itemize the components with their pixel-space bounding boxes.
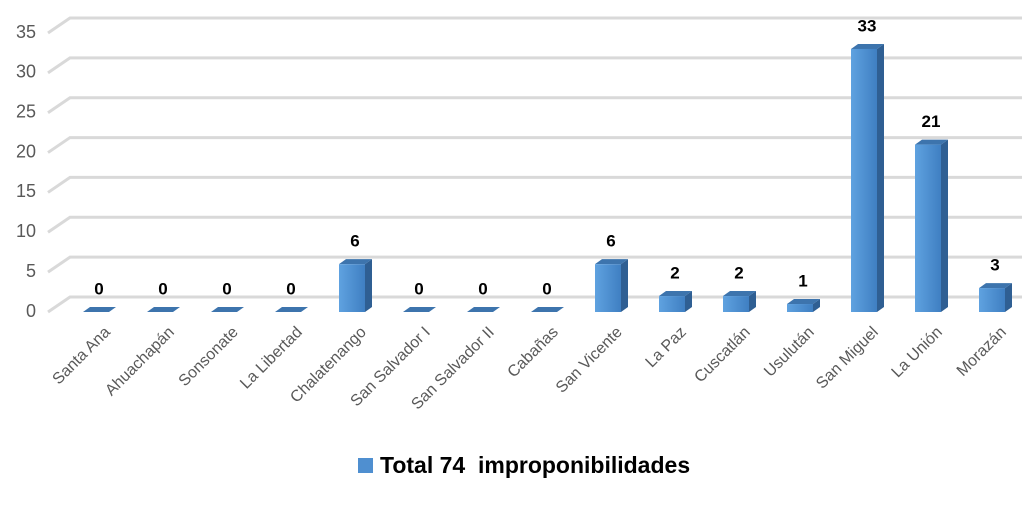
bar-front bbox=[595, 264, 621, 312]
bar-side bbox=[1005, 283, 1012, 312]
y-tick-label: 15 bbox=[16, 181, 36, 201]
bar bbox=[787, 299, 820, 312]
bar bbox=[147, 307, 180, 312]
bar-side bbox=[749, 291, 756, 312]
data-label: 0 bbox=[94, 279, 103, 298]
data-label: 6 bbox=[350, 232, 359, 251]
legend-swatch bbox=[358, 458, 373, 473]
bar-top bbox=[915, 139, 948, 145]
data-label: 0 bbox=[158, 279, 167, 298]
grid-line bbox=[47, 136, 1022, 154]
data-label: 0 bbox=[222, 279, 231, 298]
bar bbox=[339, 259, 372, 312]
grid-line bbox=[47, 56, 1022, 75]
bar bbox=[211, 307, 244, 312]
data-label: 21 bbox=[922, 112, 941, 131]
bar-side bbox=[813, 299, 820, 312]
bar-top bbox=[339, 259, 372, 265]
grid-line bbox=[47, 215, 1022, 234]
x-tick-label: San Vicente bbox=[553, 324, 626, 397]
data-label: 6 bbox=[606, 232, 615, 251]
data-label: 0 bbox=[542, 279, 551, 298]
bar-side bbox=[685, 291, 692, 312]
bar-top bbox=[467, 307, 500, 312]
bar-front bbox=[723, 296, 749, 312]
x-tick-label: Santa Ana bbox=[50, 324, 114, 388]
bar-front bbox=[659, 296, 685, 312]
bar-top bbox=[979, 283, 1012, 289]
data-label: 2 bbox=[734, 264, 743, 283]
bar-top bbox=[275, 307, 308, 312]
bar-top bbox=[211, 307, 244, 312]
y-tick-label: 0 bbox=[26, 301, 36, 321]
bar bbox=[915, 139, 948, 312]
bar-side bbox=[877, 43, 884, 312]
grid-line bbox=[47, 255, 1022, 274]
bar bbox=[723, 291, 756, 312]
x-tick-label: La Libertad bbox=[237, 324, 306, 393]
bar-side bbox=[941, 139, 948, 312]
data-label: 2 bbox=[670, 264, 679, 283]
y-tick-label: 20 bbox=[16, 141, 36, 161]
data-label: 1 bbox=[798, 272, 807, 291]
data-label: 0 bbox=[478, 279, 487, 298]
y-tick-label: 35 bbox=[16, 22, 36, 42]
data-label: 0 bbox=[286, 279, 295, 298]
bar-front bbox=[339, 264, 365, 312]
bar bbox=[275, 307, 308, 312]
y-tick-label: 5 bbox=[26, 261, 36, 281]
bar-front bbox=[851, 48, 877, 312]
x-tick-label: San Miguel bbox=[813, 324, 882, 393]
x-tick-label: Cuscatlán bbox=[691, 324, 753, 386]
bar bbox=[83, 307, 116, 312]
bar-top bbox=[403, 307, 436, 312]
bar bbox=[467, 307, 500, 312]
bar-top bbox=[723, 291, 756, 297]
grid-line bbox=[47, 16, 1022, 35]
bar-top bbox=[787, 299, 820, 305]
bar-top bbox=[659, 291, 692, 297]
x-tick-label: La Paz bbox=[643, 324, 690, 371]
bar-top bbox=[851, 43, 884, 49]
bar-top bbox=[531, 307, 564, 312]
data-label: 33 bbox=[858, 16, 877, 35]
grid-line bbox=[47, 96, 1022, 114]
bar-top bbox=[83, 307, 116, 312]
bar-front bbox=[787, 304, 813, 312]
bar bbox=[403, 307, 436, 312]
grid-line bbox=[47, 175, 1022, 194]
bar-side bbox=[365, 259, 372, 312]
x-tick-label: Sonsonate bbox=[176, 324, 242, 390]
x-tick-label: La Unión bbox=[889, 324, 946, 381]
x-tick-label: Cabañas bbox=[505, 324, 562, 381]
legend-label: Total 74 improponibilidades bbox=[380, 452, 690, 478]
x-tick-label: Ahuachapán bbox=[102, 324, 178, 400]
bar bbox=[659, 291, 692, 312]
x-tick-label: Morazán bbox=[954, 324, 1010, 380]
bar-front bbox=[915, 144, 941, 312]
y-tick-label: 10 bbox=[16, 221, 36, 241]
grid-line bbox=[47, 295, 1022, 314]
bar bbox=[979, 283, 1012, 312]
y-tick-label: 30 bbox=[16, 62, 36, 82]
bar-top bbox=[147, 307, 180, 312]
bar bbox=[595, 259, 628, 312]
bar-side bbox=[621, 259, 628, 312]
data-label: 0 bbox=[414, 279, 423, 298]
bar-front bbox=[979, 288, 1005, 312]
data-label: 3 bbox=[990, 256, 999, 275]
bar-top bbox=[595, 259, 628, 265]
x-tick-label: Usulután bbox=[761, 324, 818, 381]
bar bbox=[851, 43, 884, 312]
y-tick-label: 25 bbox=[16, 101, 36, 121]
bar bbox=[531, 307, 564, 312]
